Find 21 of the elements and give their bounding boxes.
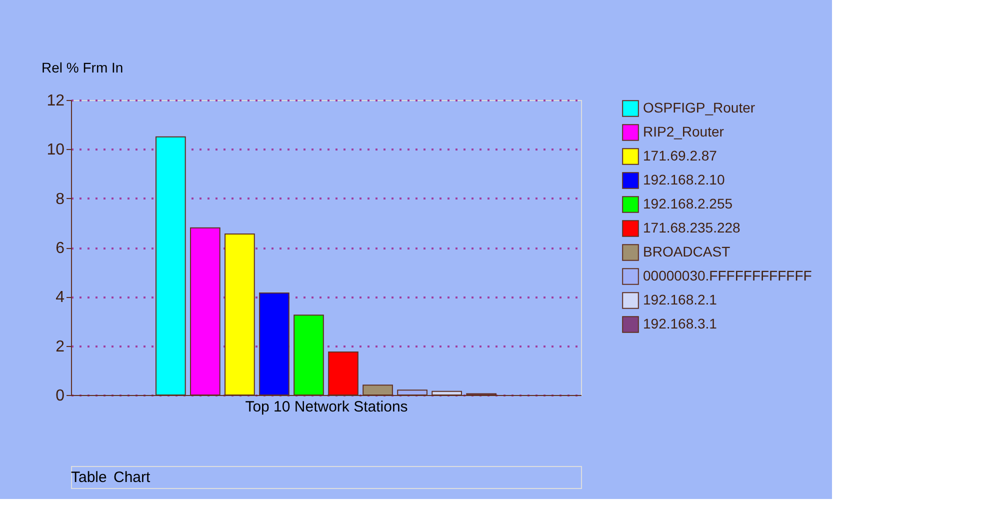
y-tick-label: 4 [56,289,65,306]
y-tick-label: 0 [56,388,65,404]
legend-label: 192.168.3.1 [643,316,718,332]
text: Table [71,469,107,486]
legend-label: 171.68.235.228 [643,220,741,236]
y-axis-title: Rel % Frm In [42,60,124,76]
legend-label: 192.168.2.255 [643,196,733,212]
y-tick-label: 8 [56,190,65,208]
y-tick-label: 2 [56,338,65,356]
legend-label: 192.168.2.1 [643,292,718,308]
legend-label: OSPFIGP_Router [643,100,756,116]
text: Chart [114,469,152,486]
legend-label: BROADCAST [643,244,731,260]
legend-label: 00000030.FFFFFFFFFFFF [643,268,812,284]
legend-label: 171.69.2.87 [643,148,718,164]
y-tick-label: 10 [46,142,65,159]
y-tick-label: 6 [56,240,65,257]
x-axis-title: Top 10 Network Stations [245,398,408,416]
legend-label: 192.168.2.10 [643,172,725,188]
legend-label: RIP2_Router [643,124,724,140]
y-tick-label: 12 [46,92,65,110]
